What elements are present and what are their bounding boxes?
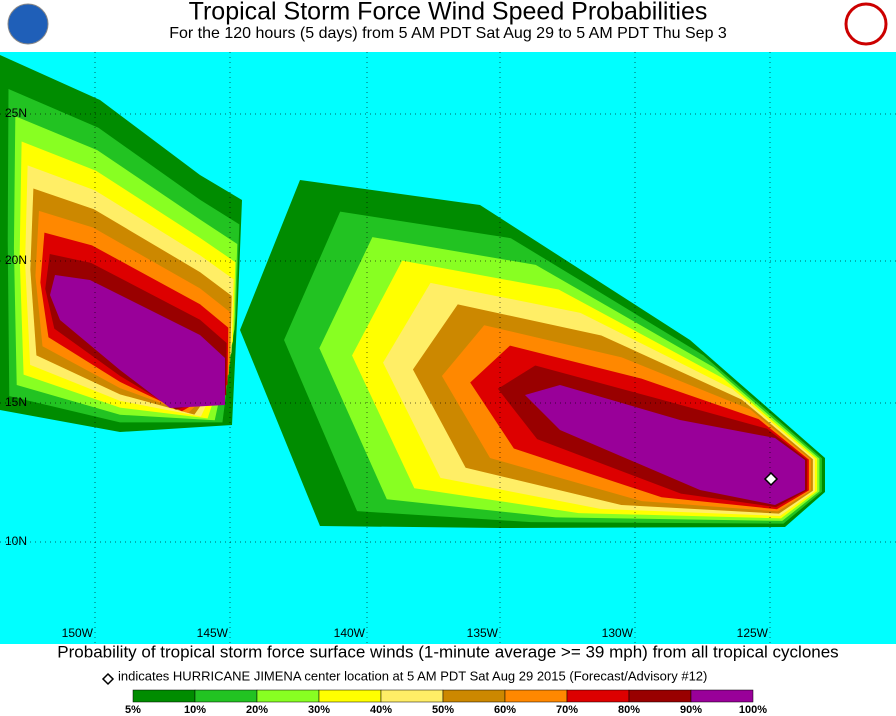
longitude-label: 150W <box>62 626 94 640</box>
nws-logo <box>844 2 888 46</box>
longitude-label: 130W <box>602 626 634 640</box>
longitude-label: 145W <box>197 626 229 640</box>
legend-swatch <box>132 689 196 703</box>
noaa-logo <box>7 3 49 45</box>
legend-swatch <box>380 689 444 703</box>
legend-swatch <box>194 689 258 703</box>
legend-label: 50% <box>432 704 454 716</box>
latitude-label: 15N <box>5 395 27 409</box>
legend-label: 60% <box>494 704 516 716</box>
title: Tropical Storm Force Wind Speed Probabil… <box>189 0 708 26</box>
legend-label: 90% <box>680 704 702 716</box>
probability-contours <box>0 55 825 528</box>
grid: 25N 20N 15N 10N 150W 145W 140W 135W 130W 125W <box>0 52 896 644</box>
caption: Probability of tropical storm force surf… <box>57 642 838 661</box>
legend-swatch <box>318 689 382 703</box>
legend-label: 20% <box>246 704 268 716</box>
legend-swatch <box>628 689 692 703</box>
longitude-label: 140W <box>334 626 366 640</box>
legend-label: 100% <box>739 704 767 716</box>
legend-swatch <box>256 689 320 703</box>
longitude-label: 125W <box>737 626 769 640</box>
latitude-label: 10N <box>5 534 27 548</box>
legend: 5% 10% 20% 30% 40% 50% 60% 70% 80% 90% 100% <box>125 689 767 716</box>
legend-swatch <box>690 689 754 703</box>
note: indicates HURRICANE JIMENA center locati… <box>118 668 707 683</box>
legend-label: 70% <box>556 704 578 716</box>
legend-label: 10% <box>184 704 206 716</box>
legend-swatch <box>566 689 630 703</box>
legend-swatch <box>442 689 506 703</box>
storm-marker <box>763 471 779 487</box>
latitude-label: 25N <box>5 106 27 120</box>
longitude-label: 135W <box>467 626 499 640</box>
contour-band <box>50 275 225 408</box>
subtitle: For the 120 hours (5 days) from 5 AM PDT… <box>169 25 727 42</box>
latitude-label: 20N <box>5 253 27 267</box>
legend-label: 80% <box>618 704 640 716</box>
legend-label: 30% <box>308 704 330 716</box>
contour-band <box>525 385 805 505</box>
note-icon <box>101 672 115 686</box>
legend-label: 5% <box>125 704 141 716</box>
legend-swatch <box>504 689 568 703</box>
legend-label: 40% <box>370 704 392 716</box>
